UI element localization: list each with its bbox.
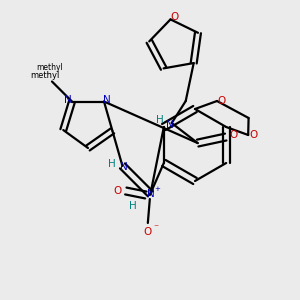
Text: N: N (166, 120, 174, 130)
Text: O: O (114, 186, 122, 196)
Text: methyl: methyl (37, 63, 63, 72)
Text: O: O (249, 130, 257, 140)
Text: O: O (144, 227, 152, 237)
Text: H: H (156, 115, 164, 125)
Text: O: O (218, 96, 226, 106)
Text: N: N (103, 94, 111, 104)
Text: methyl: methyl (30, 71, 60, 80)
Text: N: N (147, 189, 155, 199)
Text: N: N (120, 162, 127, 172)
Text: N: N (64, 94, 72, 104)
Text: O: O (170, 12, 178, 22)
Text: +: + (154, 186, 160, 192)
Text: methyl: methyl (46, 73, 51, 74)
Text: ⁻: ⁻ (153, 223, 158, 233)
Text: H: H (129, 201, 136, 211)
Text: O: O (230, 130, 238, 140)
Text: H: H (108, 159, 115, 169)
